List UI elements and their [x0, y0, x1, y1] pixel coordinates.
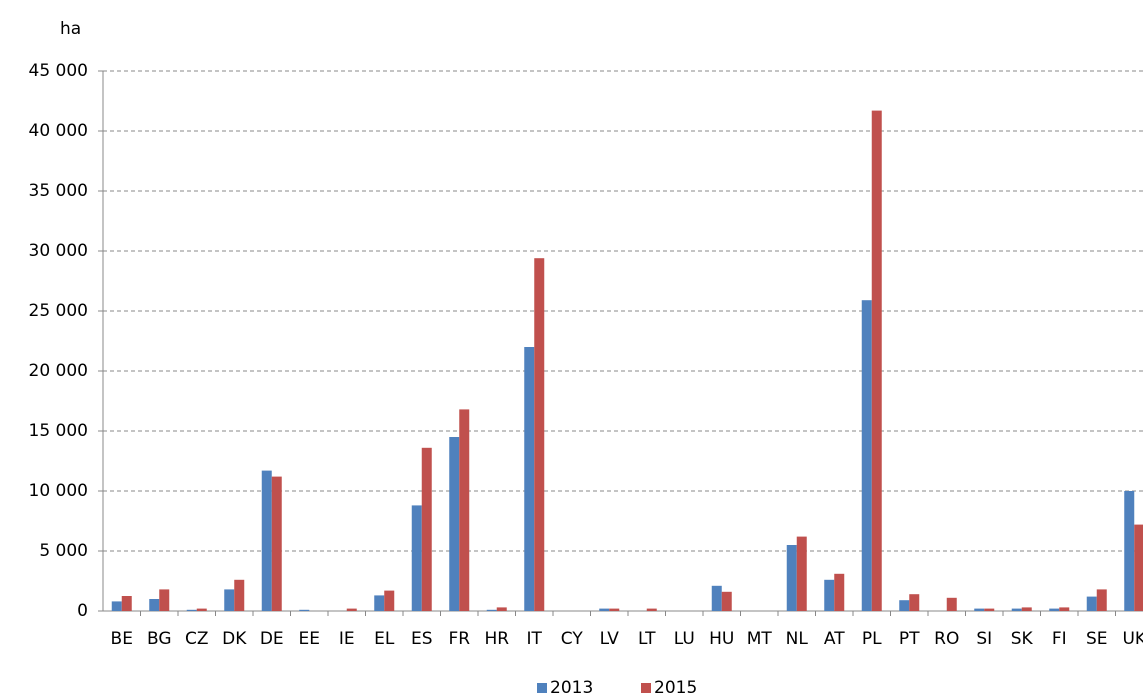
x-tick-label: BE	[111, 629, 133, 649]
bar	[946, 597, 957, 611]
bar	[1049, 608, 1060, 611]
x-tick-label: DK	[222, 629, 247, 649]
legend-label: 2015	[654, 678, 697, 698]
bar	[1021, 607, 1032, 611]
bar	[1096, 589, 1107, 611]
x-tick-label: FR	[448, 629, 470, 649]
y-tick-label: 35 000	[29, 181, 88, 201]
y-tick-label: 45 000	[29, 61, 88, 81]
bar	[609, 608, 620, 611]
legend-swatch	[641, 683, 651, 693]
x-tick-label: HR	[484, 629, 509, 649]
y-tick-label: 15 000	[29, 421, 88, 441]
x-tick-label: MT	[747, 629, 773, 649]
bar	[909, 594, 920, 611]
bar	[224, 589, 235, 611]
x-tick-label: FI	[1052, 629, 1067, 649]
y-tick-label: 25 000	[29, 301, 88, 321]
bar	[534, 258, 545, 611]
x-tick-label: HU	[709, 629, 734, 649]
x-tick-label: IE	[339, 629, 355, 649]
bar	[486, 609, 497, 611]
bar	[1011, 608, 1022, 611]
bar	[1134, 524, 1143, 611]
x-tick-label: PT	[899, 629, 920, 649]
x-tick-label: AT	[824, 629, 845, 649]
bar	[524, 347, 535, 611]
x-tick-label: EL	[374, 629, 395, 649]
bar	[1059, 607, 1070, 611]
bar	[111, 601, 122, 611]
x-tick-label: LT	[638, 629, 656, 649]
x-tick-label: SK	[1011, 629, 1034, 649]
x-tick-label: NL	[786, 629, 809, 649]
bar	[974, 608, 985, 611]
bar	[384, 590, 395, 611]
legend-swatch	[537, 683, 547, 693]
bar	[721, 591, 732, 611]
y-tick-label: 20 000	[29, 361, 88, 381]
x-tick-label: ES	[411, 629, 433, 649]
x-tick-label: CZ	[185, 629, 209, 649]
bar	[261, 470, 272, 611]
bar	[159, 589, 170, 611]
bar	[786, 545, 797, 611]
x-tick-label: IT	[527, 629, 543, 649]
bar	[599, 608, 610, 611]
x-tick-label: LV	[600, 629, 620, 649]
bar	[186, 609, 197, 611]
bar	[899, 600, 910, 611]
bar	[374, 595, 385, 611]
x-tick-label: BG	[147, 629, 172, 649]
bar	[234, 579, 245, 611]
bar	[271, 476, 282, 611]
bar	[421, 447, 432, 611]
bar	[984, 608, 995, 611]
bar	[346, 608, 357, 611]
x-tick-label: EE	[299, 629, 320, 649]
y-tick-label: 0	[77, 601, 88, 621]
y-axis-label: ha	[60, 19, 81, 39]
x-tick-label: DE	[260, 629, 284, 649]
x-tick-label: LU	[674, 629, 695, 649]
bar	[646, 608, 657, 611]
bar	[121, 596, 132, 611]
bar	[711, 585, 722, 611]
y-tick-label: 10 000	[29, 481, 88, 501]
bar	[834, 573, 845, 611]
bar	[861, 300, 872, 611]
bar	[196, 608, 207, 611]
x-tick-label: PL	[862, 629, 882, 649]
x-tick-label: SE	[1086, 629, 1108, 649]
bar	[1086, 596, 1097, 611]
legend-label: 2013	[550, 678, 593, 698]
bar	[824, 579, 835, 611]
y-tick-label: 30 000	[29, 241, 88, 261]
bar	[496, 607, 507, 611]
bar	[149, 599, 160, 611]
bar	[299, 609, 310, 611]
bar	[411, 505, 422, 611]
y-tick-label: 40 000	[29, 121, 88, 141]
bar	[871, 110, 882, 611]
bar	[459, 409, 470, 611]
x-tick-label: SI	[976, 629, 992, 649]
x-tick-label: RO	[934, 629, 959, 649]
x-tick-label: CY	[561, 629, 584, 649]
bar	[796, 536, 807, 611]
x-tick-label: UK	[1122, 629, 1143, 649]
bar	[449, 437, 460, 611]
y-tick-label: 5 000	[39, 541, 88, 561]
bar	[1124, 491, 1135, 611]
